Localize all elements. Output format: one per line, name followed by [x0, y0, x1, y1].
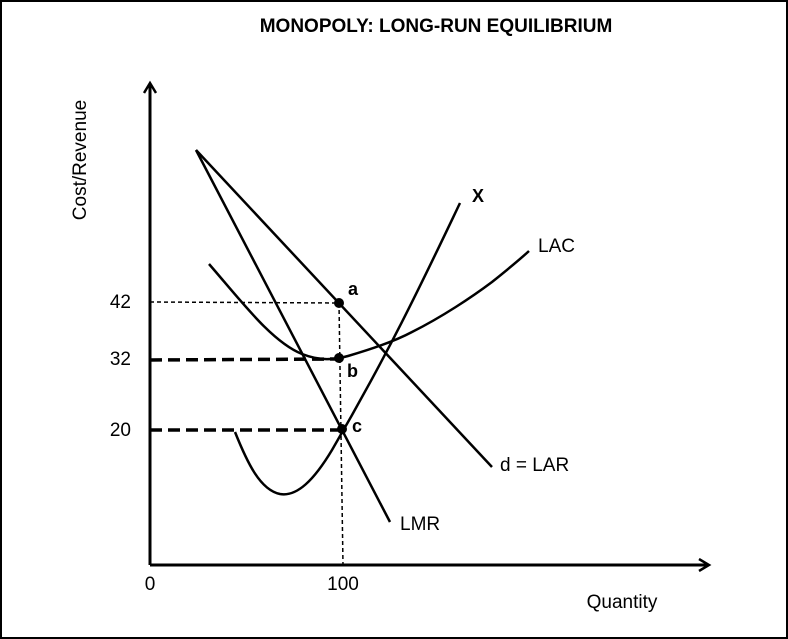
- demand-label: d = LAR: [500, 455, 569, 476]
- demand-curve: [195, 149, 493, 468]
- point-b: [334, 353, 344, 363]
- y-tick-20: 20: [110, 420, 131, 441]
- lmr-curve: [194, 149, 392, 523]
- price-guide-line: [149, 301, 340, 304]
- point-c: [337, 424, 347, 434]
- x-axis-label: Quantity: [587, 592, 658, 613]
- origin-label: 0: [145, 574, 156, 595]
- y-tick-42: 42: [110, 292, 131, 313]
- point-b-label: b: [347, 361, 358, 381]
- y-axis-label: Cost/Revenue: [70, 100, 91, 220]
- y-tick-32: 32: [110, 349, 131, 370]
- x-tick-100: 100: [327, 574, 359, 595]
- diagram-title: MONOPOLY: LONG-RUN EQUILIBRIUM: [260, 16, 613, 37]
- point-a: [334, 298, 344, 308]
- quantity-guide-line: [338, 302, 344, 566]
- average-cost-guide-line: [149, 357, 337, 362]
- curve-x-label: X: [472, 186, 484, 206]
- lac-curve: [208, 250, 530, 361]
- point-c-label: c: [352, 416, 362, 436]
- lac-label: LAC: [538, 236, 575, 257]
- point-a-label: a: [348, 279, 359, 299]
- lmc-curve: [233, 202, 462, 496]
- lmr-label: LMR: [400, 514, 440, 535]
